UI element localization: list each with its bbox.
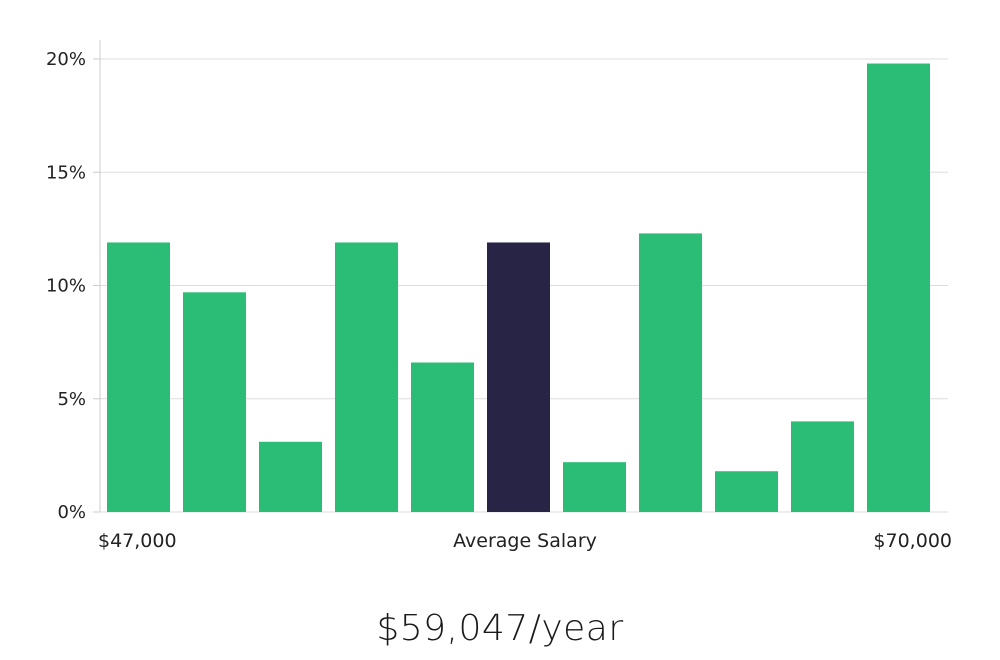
average-salary-value: $59,047/year: [376, 608, 624, 649]
x-label-min: $47,000: [98, 530, 177, 552]
y-tick-label: 5%: [57, 389, 86, 410]
bar: [107, 242, 170, 512]
bars: [107, 63, 930, 512]
y-tick-label: 20%: [46, 49, 86, 70]
bar: [563, 462, 626, 512]
y-tick-label: 15%: [46, 162, 86, 183]
x-label-max: $70,000: [873, 530, 952, 552]
bar: [411, 362, 474, 512]
bar: [183, 292, 246, 512]
x-label-average: Average Salary: [453, 530, 597, 552]
salary-distribution-chart: 0% 5% 10% 15% 20% $47,000 Average Salary $70…: [46, 40, 952, 552]
bar: [639, 233, 702, 512]
bar-average: [487, 242, 550, 512]
y-tick-label: 10%: [46, 276, 86, 297]
bar: [335, 242, 398, 512]
bar: [715, 471, 778, 512]
bar: [867, 63, 930, 512]
bar: [259, 441, 322, 512]
y-tick-label: 0%: [57, 502, 86, 523]
y-axis-ticks: 0% 5% 10% 15% 20%: [46, 49, 100, 523]
bar: [791, 421, 854, 512]
